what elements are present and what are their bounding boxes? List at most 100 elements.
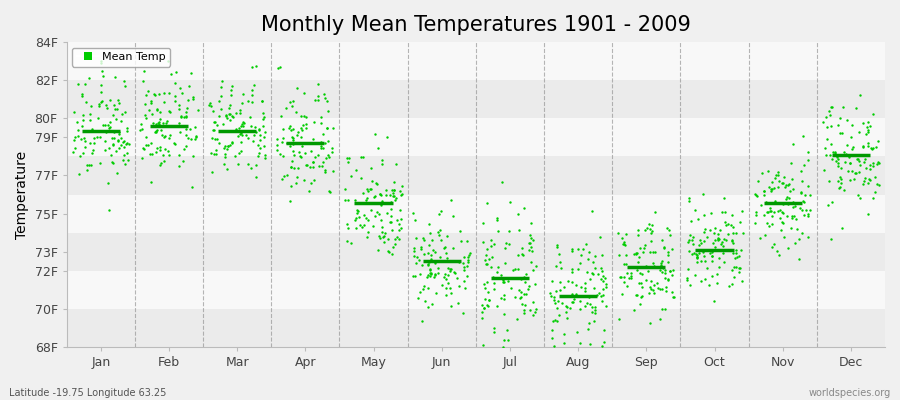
Point (454, 238, 468, 244)
Point (284, 134, 299, 140)
Point (185, 184, 200, 190)
Point (286, 98, 301, 105)
Point (516, 252, 530, 258)
Point (139, 142, 153, 148)
Point (760, 200, 774, 206)
Point (683, 282, 698, 288)
Point (246, 138, 260, 144)
Point (661, 225, 675, 232)
Point (111, 97, 125, 103)
Point (91, 115, 105, 121)
Point (439, 276, 454, 282)
Point (490, 214, 504, 221)
Point (851, 157, 866, 164)
Point (682, 236, 697, 243)
Point (340, 225, 355, 231)
Point (853, 92, 868, 99)
Point (116, 157, 130, 163)
Point (257, 142, 272, 149)
Point (697, 229, 711, 235)
Point (107, 102, 122, 108)
Point (483, 237, 498, 243)
Point (212, 139, 227, 146)
Point (828, 150, 842, 156)
Point (373, 191, 387, 198)
Point (653, 260, 668, 266)
Point (352, 214, 366, 220)
Legend: Mean Temp: Mean Temp (72, 48, 170, 66)
Point (207, 151, 221, 157)
Point (144, 179, 158, 185)
Point (290, 85, 304, 92)
Point (461, 254, 475, 260)
Point (344, 173, 358, 179)
Point (717, 209, 732, 216)
Point (588, 265, 602, 271)
Point (792, 256, 806, 262)
Point (425, 237, 439, 244)
Point (79, 162, 94, 168)
Point (77, 80, 92, 87)
Point (506, 267, 520, 273)
Point (106, 159, 121, 166)
Point (735, 208, 750, 215)
Point (387, 179, 401, 185)
Point (174, 114, 188, 120)
Point (860, 131, 874, 138)
Point (643, 226, 657, 232)
Point (212, 113, 226, 119)
Point (94, 89, 108, 96)
Point (688, 272, 702, 278)
Point (768, 174, 782, 181)
Point (282, 125, 296, 132)
Point (417, 236, 431, 243)
Point (617, 242, 632, 249)
Point (711, 235, 725, 242)
Point (858, 156, 872, 163)
Point (388, 240, 402, 247)
Point (518, 274, 532, 280)
Point (554, 265, 569, 271)
Point (392, 227, 407, 234)
Point (725, 266, 740, 273)
Point (99, 102, 113, 108)
Point (218, 143, 232, 150)
Point (224, 113, 238, 119)
Point (316, 145, 330, 151)
Point (838, 150, 852, 157)
Point (154, 160, 168, 166)
Point (620, 282, 634, 289)
Point (699, 234, 714, 241)
Point (732, 253, 746, 260)
Point (152, 119, 166, 125)
Point (293, 134, 308, 141)
Point (256, 114, 271, 120)
Point (172, 120, 186, 126)
Point (275, 153, 290, 159)
Point (817, 145, 832, 152)
Point (434, 237, 448, 243)
Point (116, 144, 130, 150)
Point (497, 292, 511, 298)
Point (224, 140, 238, 146)
Point (525, 248, 539, 254)
Point (716, 250, 730, 256)
Point (443, 268, 457, 274)
Point (711, 236, 725, 243)
Point (149, 127, 164, 133)
Point (702, 282, 716, 288)
Point (587, 284, 601, 291)
Point (220, 146, 234, 152)
Point (832, 185, 846, 191)
Point (364, 178, 379, 184)
Point (298, 162, 312, 168)
Point (724, 212, 739, 219)
Point (179, 113, 194, 120)
Point (104, 152, 118, 158)
Point (697, 238, 711, 244)
Point (356, 222, 371, 228)
Point (374, 200, 388, 206)
Point (794, 168, 808, 174)
Point (768, 198, 782, 204)
Point (248, 81, 262, 88)
